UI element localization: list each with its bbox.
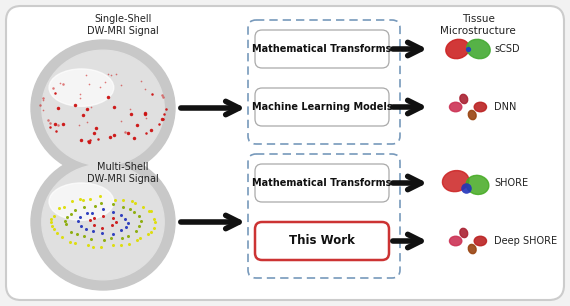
Text: Tissue
Microstructure: Tissue Microstructure <box>440 14 516 36</box>
Ellipse shape <box>474 236 487 246</box>
Ellipse shape <box>42 164 164 280</box>
FancyBboxPatch shape <box>255 222 389 260</box>
Text: SHORE: SHORE <box>494 178 528 188</box>
Ellipse shape <box>460 228 468 238</box>
FancyBboxPatch shape <box>6 6 564 300</box>
Ellipse shape <box>460 94 468 104</box>
Text: This Work: This Work <box>289 234 355 248</box>
Ellipse shape <box>446 39 469 59</box>
Ellipse shape <box>469 244 476 254</box>
Ellipse shape <box>31 40 175 176</box>
FancyBboxPatch shape <box>255 30 389 68</box>
Ellipse shape <box>49 69 114 106</box>
Text: Machine Learning Models: Machine Learning Models <box>252 102 392 112</box>
FancyBboxPatch shape <box>255 164 389 202</box>
Ellipse shape <box>474 102 487 112</box>
Text: Mathematical Transforms: Mathematical Transforms <box>253 44 392 54</box>
Ellipse shape <box>467 39 490 59</box>
Ellipse shape <box>469 110 476 120</box>
Text: Single-Shell
DW-MRI Signal: Single-Shell DW-MRI Signal <box>87 14 159 36</box>
Text: DNN: DNN <box>494 102 516 112</box>
Ellipse shape <box>466 175 489 194</box>
Text: Mathematical Transforms: Mathematical Transforms <box>253 178 392 188</box>
Ellipse shape <box>49 183 114 220</box>
Text: sCSD: sCSD <box>494 44 520 54</box>
Text: Multi-Shell
DW-MRI Signal: Multi-Shell DW-MRI Signal <box>87 162 159 185</box>
Ellipse shape <box>442 170 469 192</box>
Ellipse shape <box>450 102 462 112</box>
Ellipse shape <box>31 154 175 290</box>
Text: Deep SHORE: Deep SHORE <box>494 236 557 246</box>
Ellipse shape <box>42 50 164 166</box>
FancyBboxPatch shape <box>255 88 389 126</box>
Ellipse shape <box>450 236 462 246</box>
